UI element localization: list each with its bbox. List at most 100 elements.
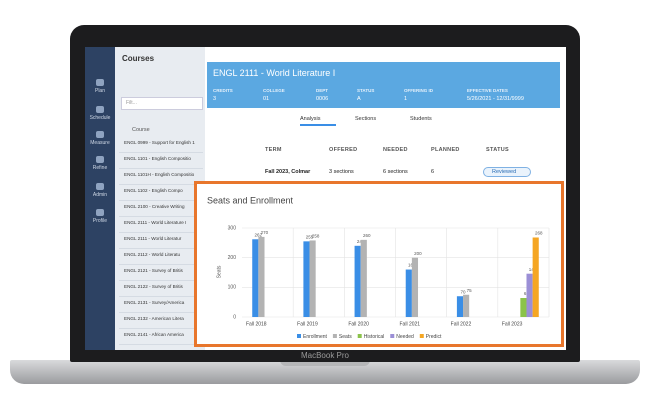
course-row[interactable]: ENGL 2111 - World Literatur: [124, 236, 182, 241]
tab-underline: [300, 124, 336, 126]
x-tick-label: Fall 2018: [246, 321, 267, 327]
panel-title: Courses: [122, 54, 155, 63]
legend-label: Enrollment: [303, 334, 328, 340]
table-header: PLANNED: [431, 147, 460, 153]
field-value: 0006: [316, 96, 329, 102]
bar: [520, 298, 527, 317]
legend-swatch: [332, 334, 337, 338]
bar: [360, 239, 367, 317]
row-divider: [119, 152, 203, 153]
field-value: 01: [263, 96, 270, 102]
status-pill[interactable]: Reviewed: [483, 167, 532, 177]
data-label: 260: [363, 233, 371, 238]
x-tick-label: Fall 2019: [297, 321, 318, 327]
row-divider: [119, 232, 203, 233]
tab[interactable]: Analysis: [300, 116, 321, 122]
bar: [526, 273, 533, 317]
tab[interactable]: Students: [410, 116, 432, 122]
legend-swatch: [357, 334, 362, 338]
course-row[interactable]: ENGL 2100 - Creative Writing: [124, 204, 185, 209]
field-label: EFFECTIVE DATES: [467, 88, 508, 93]
table-cell: Fall 2023, Colmar: [265, 169, 311, 175]
row-divider: [119, 200, 203, 201]
legend-swatch: [297, 334, 301, 338]
data-label: 70: [460, 289, 466, 294]
device-label: MacBook Pro: [300, 351, 350, 360]
table-header: OFFERED: [329, 147, 358, 153]
course-row[interactable]: ENGL 1101H - English Compositio: [124, 172, 195, 177]
bar: [303, 241, 310, 317]
nav-icon: [96, 156, 104, 163]
table-header: NEEDED: [383, 147, 408, 153]
course-row[interactable]: ENGL 2112 - World Literatu: [124, 252, 181, 257]
nav-icon: [96, 106, 104, 113]
bar: [456, 296, 464, 317]
field-label: OFFERING ID: [404, 88, 433, 93]
bar: [411, 257, 419, 317]
field-value: A: [357, 96, 361, 102]
data-label: 200: [414, 251, 422, 256]
nav-icon: [96, 209, 104, 216]
row-divider: [119, 248, 203, 249]
nav-item[interactable]: Admin: [92, 192, 108, 198]
legend-label: Historical: [364, 334, 385, 340]
field-value: 5/26/2021 - 12/31/9999: [467, 96, 524, 102]
course-row[interactable]: ENGL 0999 - Support for English 1: [124, 140, 195, 145]
course-row[interactable]: ENGL 1101 - English Compositio: [124, 156, 191, 161]
bar: [258, 236, 265, 317]
bar: [354, 245, 361, 317]
x-tick-label: Fall 2020: [348, 321, 369, 327]
course-row[interactable]: ENGL 2121 - Survey of Britis: [124, 268, 183, 273]
bar: [463, 294, 470, 317]
x-tick-label: Fall 2021: [400, 321, 421, 327]
nav-item[interactable]: Profile: [92, 218, 108, 224]
nav-icon: [96, 131, 104, 138]
course-row[interactable]: ENGL 2111 - World Literature I: [124, 220, 187, 225]
chart: Seats and Enrollment Seats 0 100 200 300 Fal…: [207, 195, 550, 340]
nav-item[interactable]: Measure: [90, 140, 110, 146]
chart-title: Seats and Enrollment: [207, 195, 294, 205]
table-header: STATUS: [486, 147, 509, 153]
tab[interactable]: Sections: [355, 116, 377, 122]
bar: [252, 239, 259, 317]
row-divider: [119, 328, 203, 329]
course-row[interactable]: ENGL 2131 - Survey/America: [124, 300, 185, 305]
nav-icon: [96, 79, 104, 86]
field-value: 3: [213, 96, 217, 102]
field-label: CREDITS: [213, 88, 233, 93]
y-tick-label: 300: [228, 225, 237, 231]
nav-item[interactable]: Refine: [92, 165, 108, 171]
bar: [309, 240, 316, 317]
column-header: Course: [132, 127, 150, 133]
y-tick-label: 200: [228, 255, 237, 261]
course-row[interactable]: ENGL 1102 - English Compo: [124, 188, 183, 193]
course-title: ENGL 2111 - World Literature I: [213, 68, 336, 78]
legend-label: Seats: [339, 334, 352, 340]
row-divider: [119, 296, 203, 297]
field-label: STATUS: [357, 88, 375, 93]
course-list: Courses Filt... Course ENGL 0999 - Suppo…: [115, 47, 205, 350]
row-divider: [119, 184, 203, 185]
nav-item[interactable]: Plan: [94, 88, 105, 94]
row-divider: [119, 344, 203, 345]
course-row[interactable]: ENGL 2141 - African America: [124, 332, 184, 337]
legend-swatch: [419, 334, 424, 338]
table-header: TERM: [265, 147, 282, 153]
table-cell: 3 sections: [329, 169, 354, 175]
data-label: 75: [467, 288, 473, 293]
y-tick-label: 0: [233, 314, 236, 320]
data-label: 268: [535, 231, 543, 236]
sidebar: Plan Schedule Measure Refine Admin Profile: [85, 47, 115, 350]
row-divider: [119, 312, 203, 313]
course-row[interactable]: ENGL 2122 - Survey of Britis: [124, 284, 183, 289]
data-label: 270: [261, 230, 269, 235]
legend-swatch: [390, 334, 395, 338]
y-tick-label: 100: [228, 285, 237, 291]
legend-label: Predict: [426, 334, 442, 340]
course-row[interactable]: ENGL 2132 - American Litera: [124, 316, 184, 321]
nav-item[interactable]: Schedule: [89, 115, 111, 121]
chart-card: Seats and Enrollment Seats 0 100 200 300 Fal…: [194, 181, 564, 347]
data-label: 255: [306, 235, 314, 240]
search-box[interactable]: [121, 97, 203, 110]
